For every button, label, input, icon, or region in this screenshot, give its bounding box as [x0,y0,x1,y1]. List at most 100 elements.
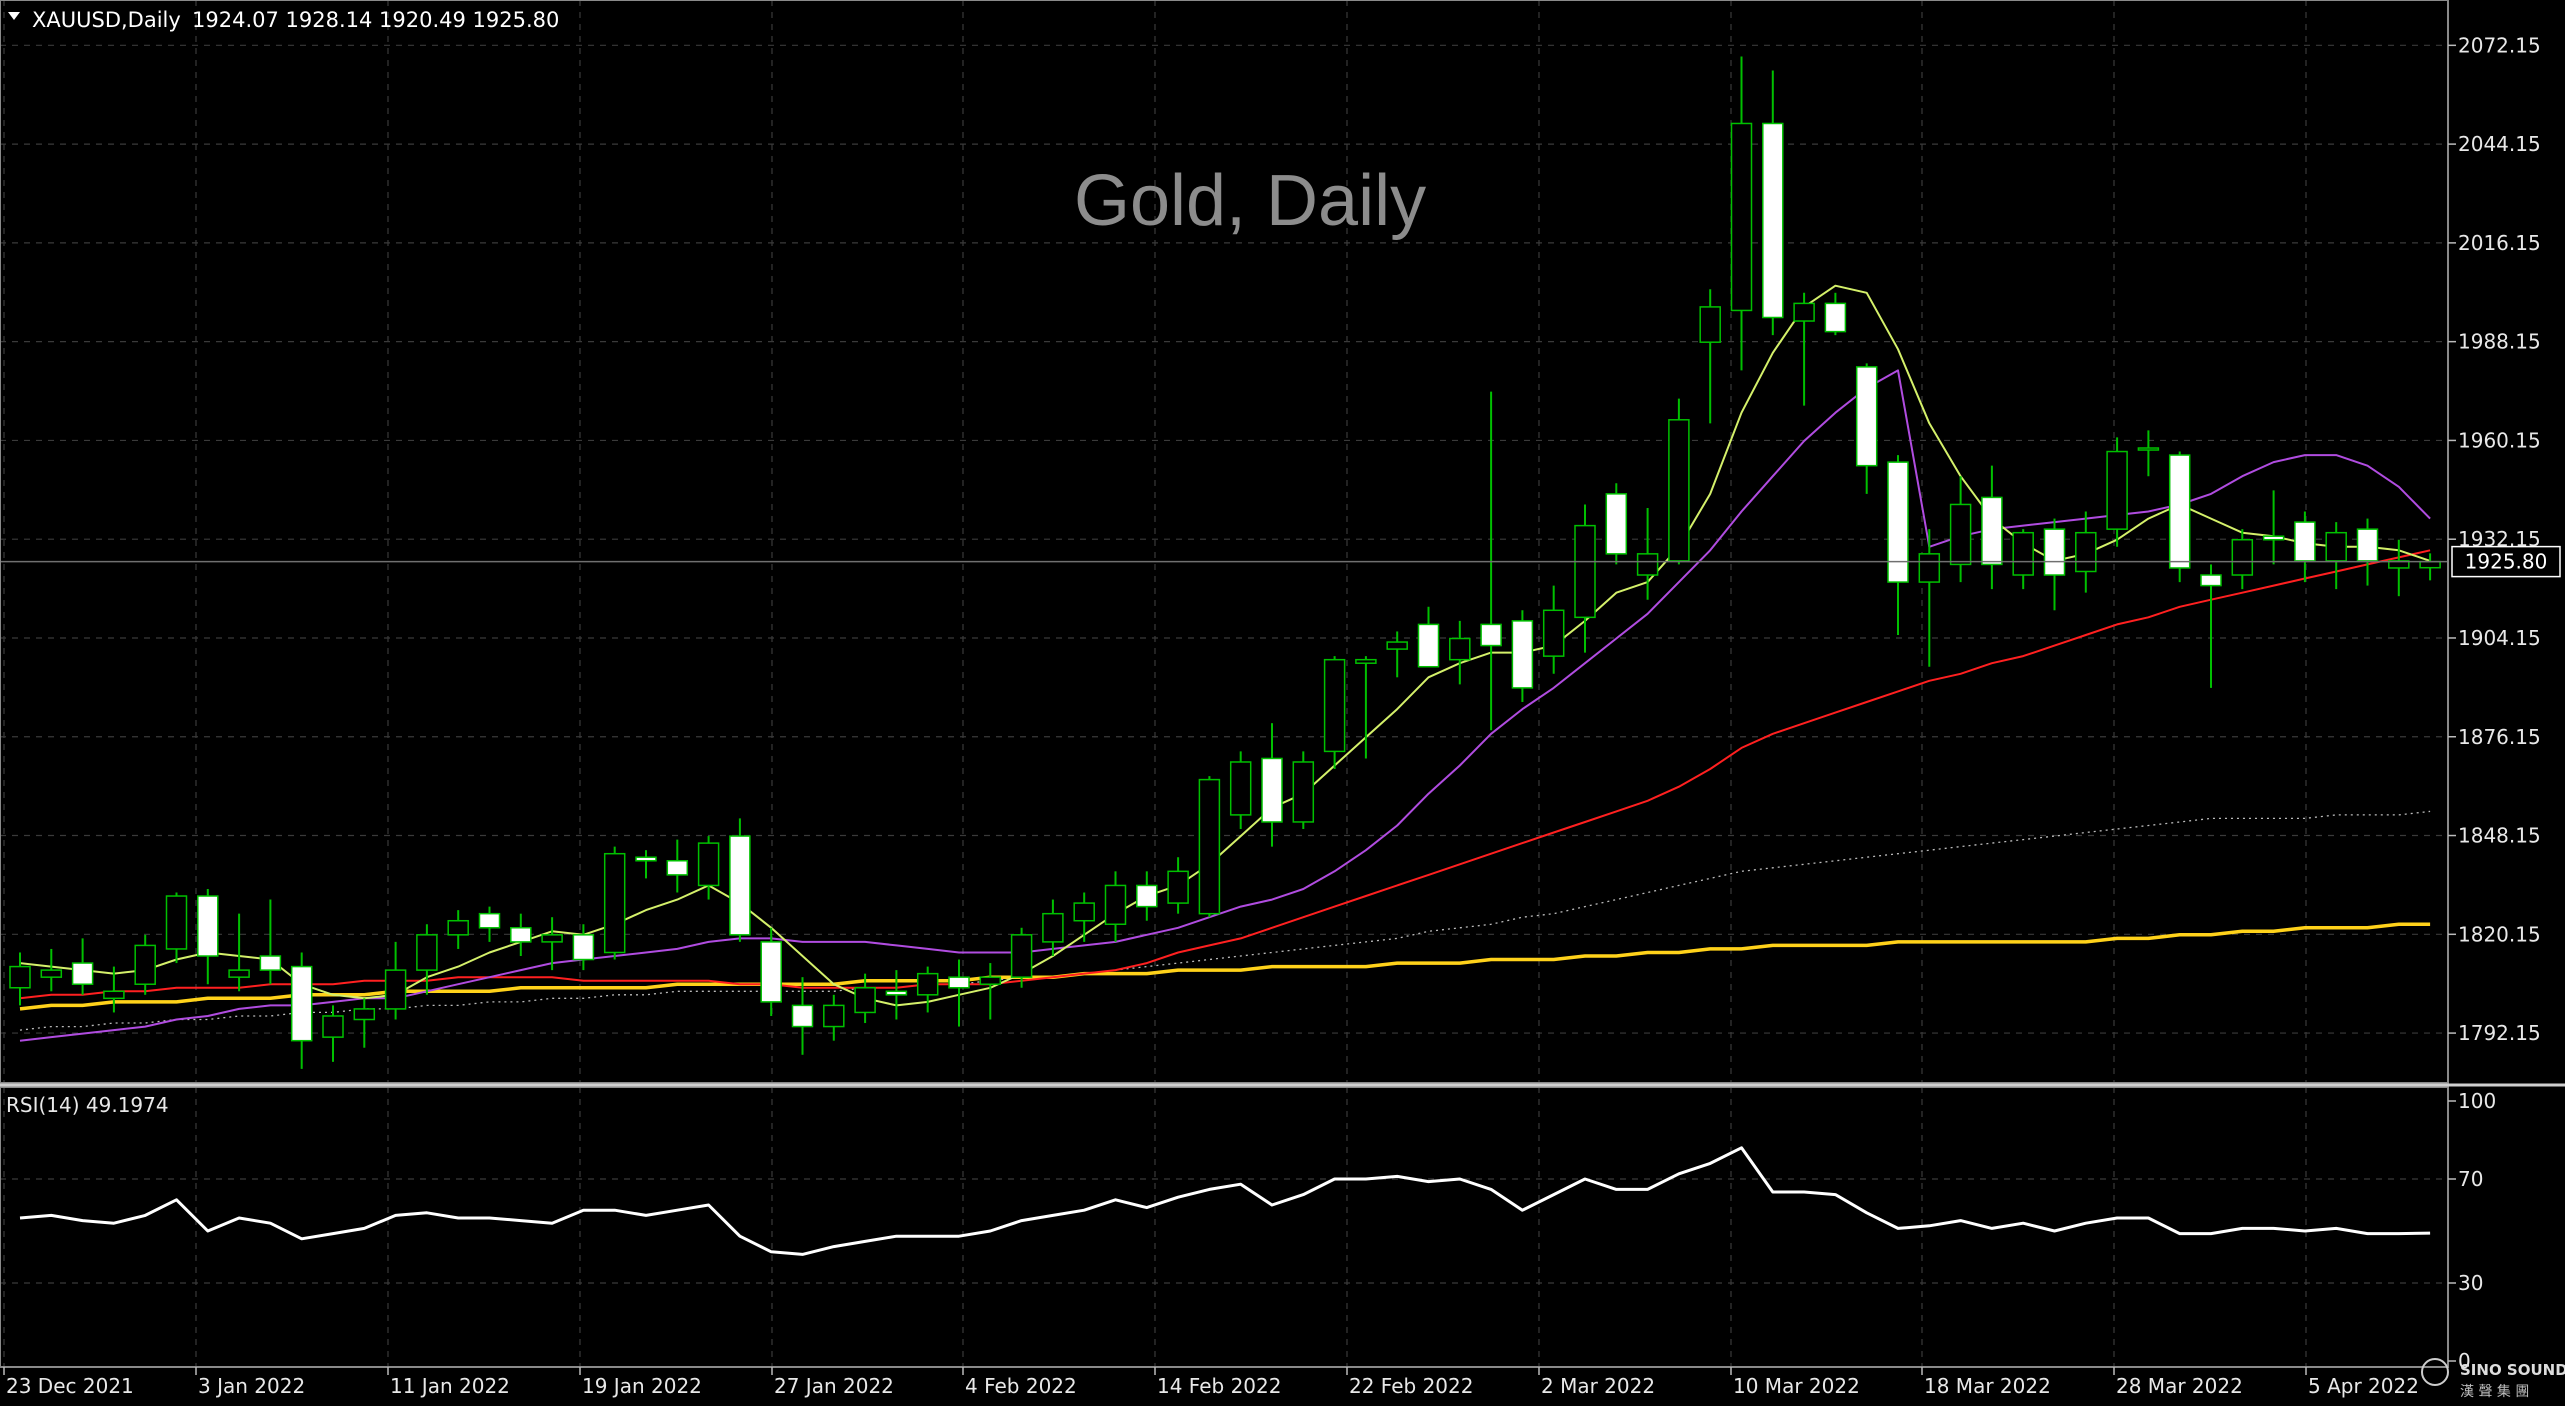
candle[interactable] [1261,723,1283,847]
candle[interactable] [478,906,501,942]
candle[interactable] [1355,656,1377,759]
candle-body-up [1010,934,1033,978]
candle[interactable] [697,836,720,900]
symbol-dropdown-icon[interactable] [8,12,20,20]
candle-body-up [416,934,438,971]
candle[interactable] [2325,522,2347,590]
candle[interactable] [2262,490,2285,565]
candle[interactable] [322,1005,344,1062]
candle[interactable] [1449,620,1471,685]
candle[interactable] [1887,455,1909,635]
price-axis-label: 1876.15 [2458,725,2541,749]
candle-body-up [1574,524,1596,619]
candle-body-up [2325,531,2347,562]
candle[interactable] [1949,476,1972,583]
candle[interactable] [948,959,970,1027]
price-axis: 2072.152044.152016.151988.151960.151932.… [2448,33,2541,1045]
candle[interactable] [1605,483,1628,565]
candle[interactable] [2043,518,2066,611]
candle[interactable] [666,839,689,893]
date-axis-label: 3 Jan 2022 [198,1374,305,1398]
candle[interactable] [1511,610,1534,703]
candle[interactable] [1824,292,1847,336]
candle[interactable] [2012,529,2034,590]
candle[interactable] [353,998,376,1048]
candle-body-down [2168,454,2191,569]
candle[interactable] [760,927,782,1016]
candle-body-down [2262,535,2285,541]
candle[interactable] [1292,751,1315,830]
price-axis-label: 2072.15 [2458,33,2541,57]
candle[interactable] [510,913,532,957]
candle[interactable] [197,888,219,985]
candle[interactable] [823,994,845,1041]
candle[interactable] [1073,892,1095,942]
candle[interactable] [541,917,563,971]
candle[interactable] [1730,56,1753,371]
candle[interactable] [9,952,31,1006]
candle[interactable] [259,899,282,985]
candle[interactable] [1762,70,1784,336]
candle[interactable] [1042,899,1064,957]
candle[interactable] [572,924,595,971]
candle-body-down [572,934,595,961]
candle-body-down [729,835,751,936]
candle[interactable] [1981,465,2003,590]
candle[interactable] [1104,871,1127,942]
candle[interactable] [729,818,751,942]
candles[interactable] [9,56,2441,1069]
rsi-indicator-label[interactable]: RSI(14) 49.1974 [6,1093,169,1117]
candle[interactable] [635,850,657,879]
candle[interactable] [1855,363,1878,494]
candle[interactable] [603,846,626,960]
candle[interactable] [1542,585,1565,674]
candle[interactable] [1229,751,1252,830]
candle[interactable] [447,910,469,949]
candle[interactable] [916,966,939,1013]
candle[interactable] [1699,289,1721,424]
rsi-panel-frame [0,1086,2449,1368]
candle[interactable] [103,966,125,1013]
candle-body-up [384,969,407,1010]
candle[interactable] [384,941,407,1020]
candle[interactable] [854,973,876,1024]
candle[interactable] [165,892,188,964]
candle[interactable] [1668,398,1690,565]
candle[interactable] [979,963,1002,1020]
candle[interactable] [1167,857,1189,914]
candle[interactable] [2137,430,2160,477]
candle[interactable] [2356,518,2379,586]
candle-body-down [1605,493,1628,555]
candle[interactable] [1010,927,1033,988]
candle[interactable] [1136,871,1158,921]
candle[interactable] [40,948,63,992]
candle[interactable] [791,977,814,1055]
candle[interactable] [1198,776,1221,918]
candle[interactable] [1793,292,1815,406]
candle-body-up [854,987,876,1014]
candle[interactable] [2168,451,2191,583]
symbol-label[interactable]: XAUUSD,Daily [32,8,181,32]
candle[interactable] [134,934,156,995]
date-axis-label: 23 Dec 2021 [6,1374,134,1398]
candle[interactable] [71,938,94,995]
candle[interactable] [2200,564,2222,688]
candle-body-up [603,852,626,954]
candle[interactable] [1323,656,1346,770]
candle[interactable] [1417,606,1440,668]
candle[interactable] [1480,391,1502,731]
candle[interactable] [416,924,438,995]
candle[interactable] [228,913,250,992]
candle-body-down [197,895,219,957]
candle[interactable] [2106,437,2128,547]
candle[interactable] [1386,631,1408,678]
candle[interactable] [2231,529,2254,590]
price-axis-label: 1820.15 [2458,922,2541,946]
candle[interactable] [1636,507,1659,600]
candle[interactable] [290,952,313,1069]
candle[interactable] [885,970,908,1020]
price-grid [0,0,2448,1083]
candle-body-down [1981,496,2003,566]
candle[interactable] [1574,504,1596,653]
